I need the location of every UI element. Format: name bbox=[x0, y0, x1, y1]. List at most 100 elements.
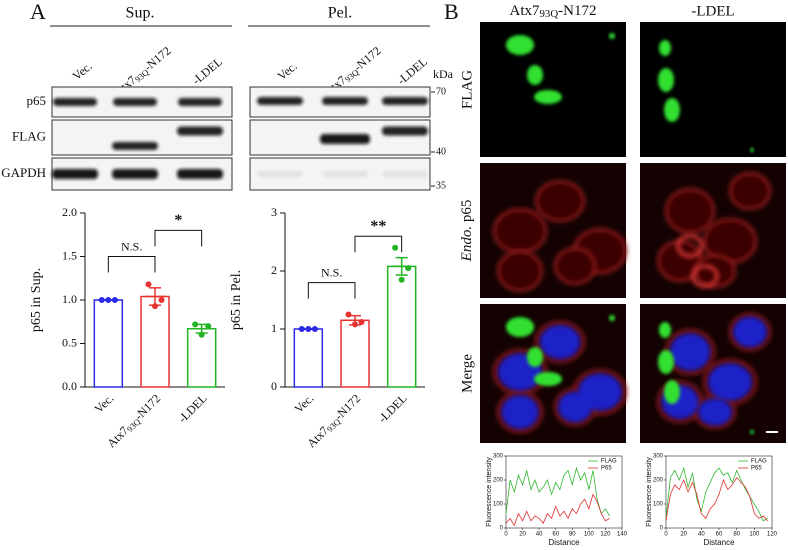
x-tick-label: -LDEL bbox=[375, 391, 409, 425]
micrograph bbox=[640, 304, 786, 443]
data-point bbox=[205, 323, 212, 330]
blot-band bbox=[113, 98, 157, 106]
intensity-line bbox=[505, 493, 610, 527]
y-tick-label: 0 bbox=[660, 526, 664, 532]
flag-signal bbox=[534, 90, 562, 104]
flag-signal bbox=[664, 380, 680, 404]
y-tick-label: 100 bbox=[493, 502, 504, 508]
legend-label: FLAG bbox=[601, 459, 617, 465]
y-tick-label: 1 bbox=[271, 321, 277, 335]
data-point bbox=[111, 297, 118, 303]
x-axis-label: Distance bbox=[548, 538, 580, 547]
y-tick-label: 100 bbox=[653, 502, 664, 508]
nucleus bbox=[669, 333, 711, 371]
micrograph bbox=[480, 304, 627, 443]
lane-label: Vec. bbox=[70, 59, 95, 83]
data-point bbox=[98, 297, 105, 303]
x-tick-label-part: -N172 bbox=[331, 391, 363, 423]
data-point bbox=[198, 331, 205, 338]
micrograph bbox=[480, 22, 626, 157]
flag-signal bbox=[659, 40, 671, 56]
lane-label-part: -N172 bbox=[141, 43, 173, 73]
lane-label: -LDEL bbox=[189, 55, 225, 88]
x-tick-label: 100 bbox=[584, 532, 595, 538]
lane-label: Vec. bbox=[275, 59, 300, 83]
blot-band bbox=[177, 169, 223, 179]
nucleus bbox=[558, 391, 592, 423]
error-bar bbox=[145, 287, 165, 306]
lane-label-part: -N172 bbox=[351, 43, 383, 73]
significance-bracket bbox=[107, 256, 156, 273]
image-column-title-part: 93Q bbox=[540, 8, 559, 20]
x-tick-label: 80 bbox=[569, 532, 576, 538]
x-tick-label: 80 bbox=[733, 532, 740, 538]
cell-outline bbox=[665, 188, 715, 234]
marker-label: 40 bbox=[436, 146, 446, 157]
legend-label: P65 bbox=[601, 466, 612, 472]
image-row-label: FLAG bbox=[459, 70, 475, 109]
intensity-line bbox=[665, 466, 768, 522]
x-tick-label: 40 bbox=[536, 532, 543, 538]
nucleus bbox=[707, 363, 753, 401]
blot-row-label: FLAG bbox=[12, 128, 46, 143]
bar bbox=[293, 328, 324, 388]
image-row-label: Merge bbox=[459, 354, 475, 393]
intensity-line bbox=[665, 476, 768, 522]
nucleus bbox=[539, 325, 581, 359]
blot-band bbox=[322, 171, 368, 177]
micrograph bbox=[640, 22, 786, 157]
image-column-title: -LDEL bbox=[691, 3, 734, 19]
x-tick-label: 120 bbox=[600, 532, 611, 538]
panel-label: A bbox=[30, 0, 46, 24]
y-tick-label: 3 bbox=[271, 205, 277, 219]
cell-outline bbox=[493, 208, 547, 254]
image-column-title-part: Atx7 bbox=[510, 3, 541, 19]
micrograph bbox=[640, 163, 786, 298]
x-axis-label: Distance bbox=[703, 538, 735, 547]
blot-band bbox=[178, 98, 222, 106]
x-tick-label: 140 bbox=[617, 532, 628, 538]
y-tick-label: 0 bbox=[500, 526, 504, 532]
x-tick-label: 60 bbox=[716, 532, 723, 538]
data-point bbox=[105, 297, 112, 303]
x-tick-label: 20 bbox=[680, 532, 687, 538]
data-point bbox=[311, 326, 318, 332]
y-tick-label: 1.0 bbox=[62, 292, 77, 306]
y-tick-label: 1.5 bbox=[62, 248, 77, 262]
lane-label: -LDEL bbox=[394, 55, 430, 88]
y-tick-label: 300 bbox=[493, 454, 504, 460]
data-point bbox=[345, 311, 352, 318]
data-point bbox=[352, 321, 358, 328]
blot-band bbox=[257, 97, 303, 105]
p65-cluster bbox=[691, 264, 719, 288]
micrograph-background bbox=[480, 22, 626, 157]
legend-label: P65 bbox=[751, 466, 762, 472]
bar bbox=[140, 295, 170, 388]
cell-outline bbox=[535, 180, 585, 222]
flag-signal bbox=[527, 65, 543, 85]
marker-label: 35 bbox=[436, 180, 446, 191]
data-point bbox=[145, 281, 152, 288]
panel-label: B bbox=[444, 0, 459, 24]
p65-cluster bbox=[676, 234, 704, 258]
nucleus bbox=[733, 316, 767, 348]
y-tick-label: 2.0 bbox=[62, 205, 77, 219]
x-tick-label: 0 bbox=[504, 532, 508, 538]
y-tick-label: 0.0 bbox=[62, 379, 77, 393]
blot-band bbox=[112, 142, 158, 150]
x-tick-label: Vec. bbox=[292, 391, 317, 416]
blot-row-label: GAPDH bbox=[1, 165, 46, 180]
blot-band bbox=[382, 126, 428, 136]
blot-band bbox=[52, 169, 98, 179]
nucleus bbox=[698, 398, 732, 426]
flag-signal bbox=[659, 322, 671, 338]
image-row-label-part: p65 bbox=[459, 200, 475, 226]
y-axis-label: p65 in Sup. bbox=[29, 268, 44, 332]
data-point bbox=[305, 326, 312, 332]
flag-signal bbox=[506, 317, 534, 337]
flag-signal bbox=[750, 148, 754, 152]
y-tick-label: 0 bbox=[271, 379, 277, 393]
flag-signal bbox=[750, 430, 754, 434]
intensity-line bbox=[505, 466, 610, 517]
